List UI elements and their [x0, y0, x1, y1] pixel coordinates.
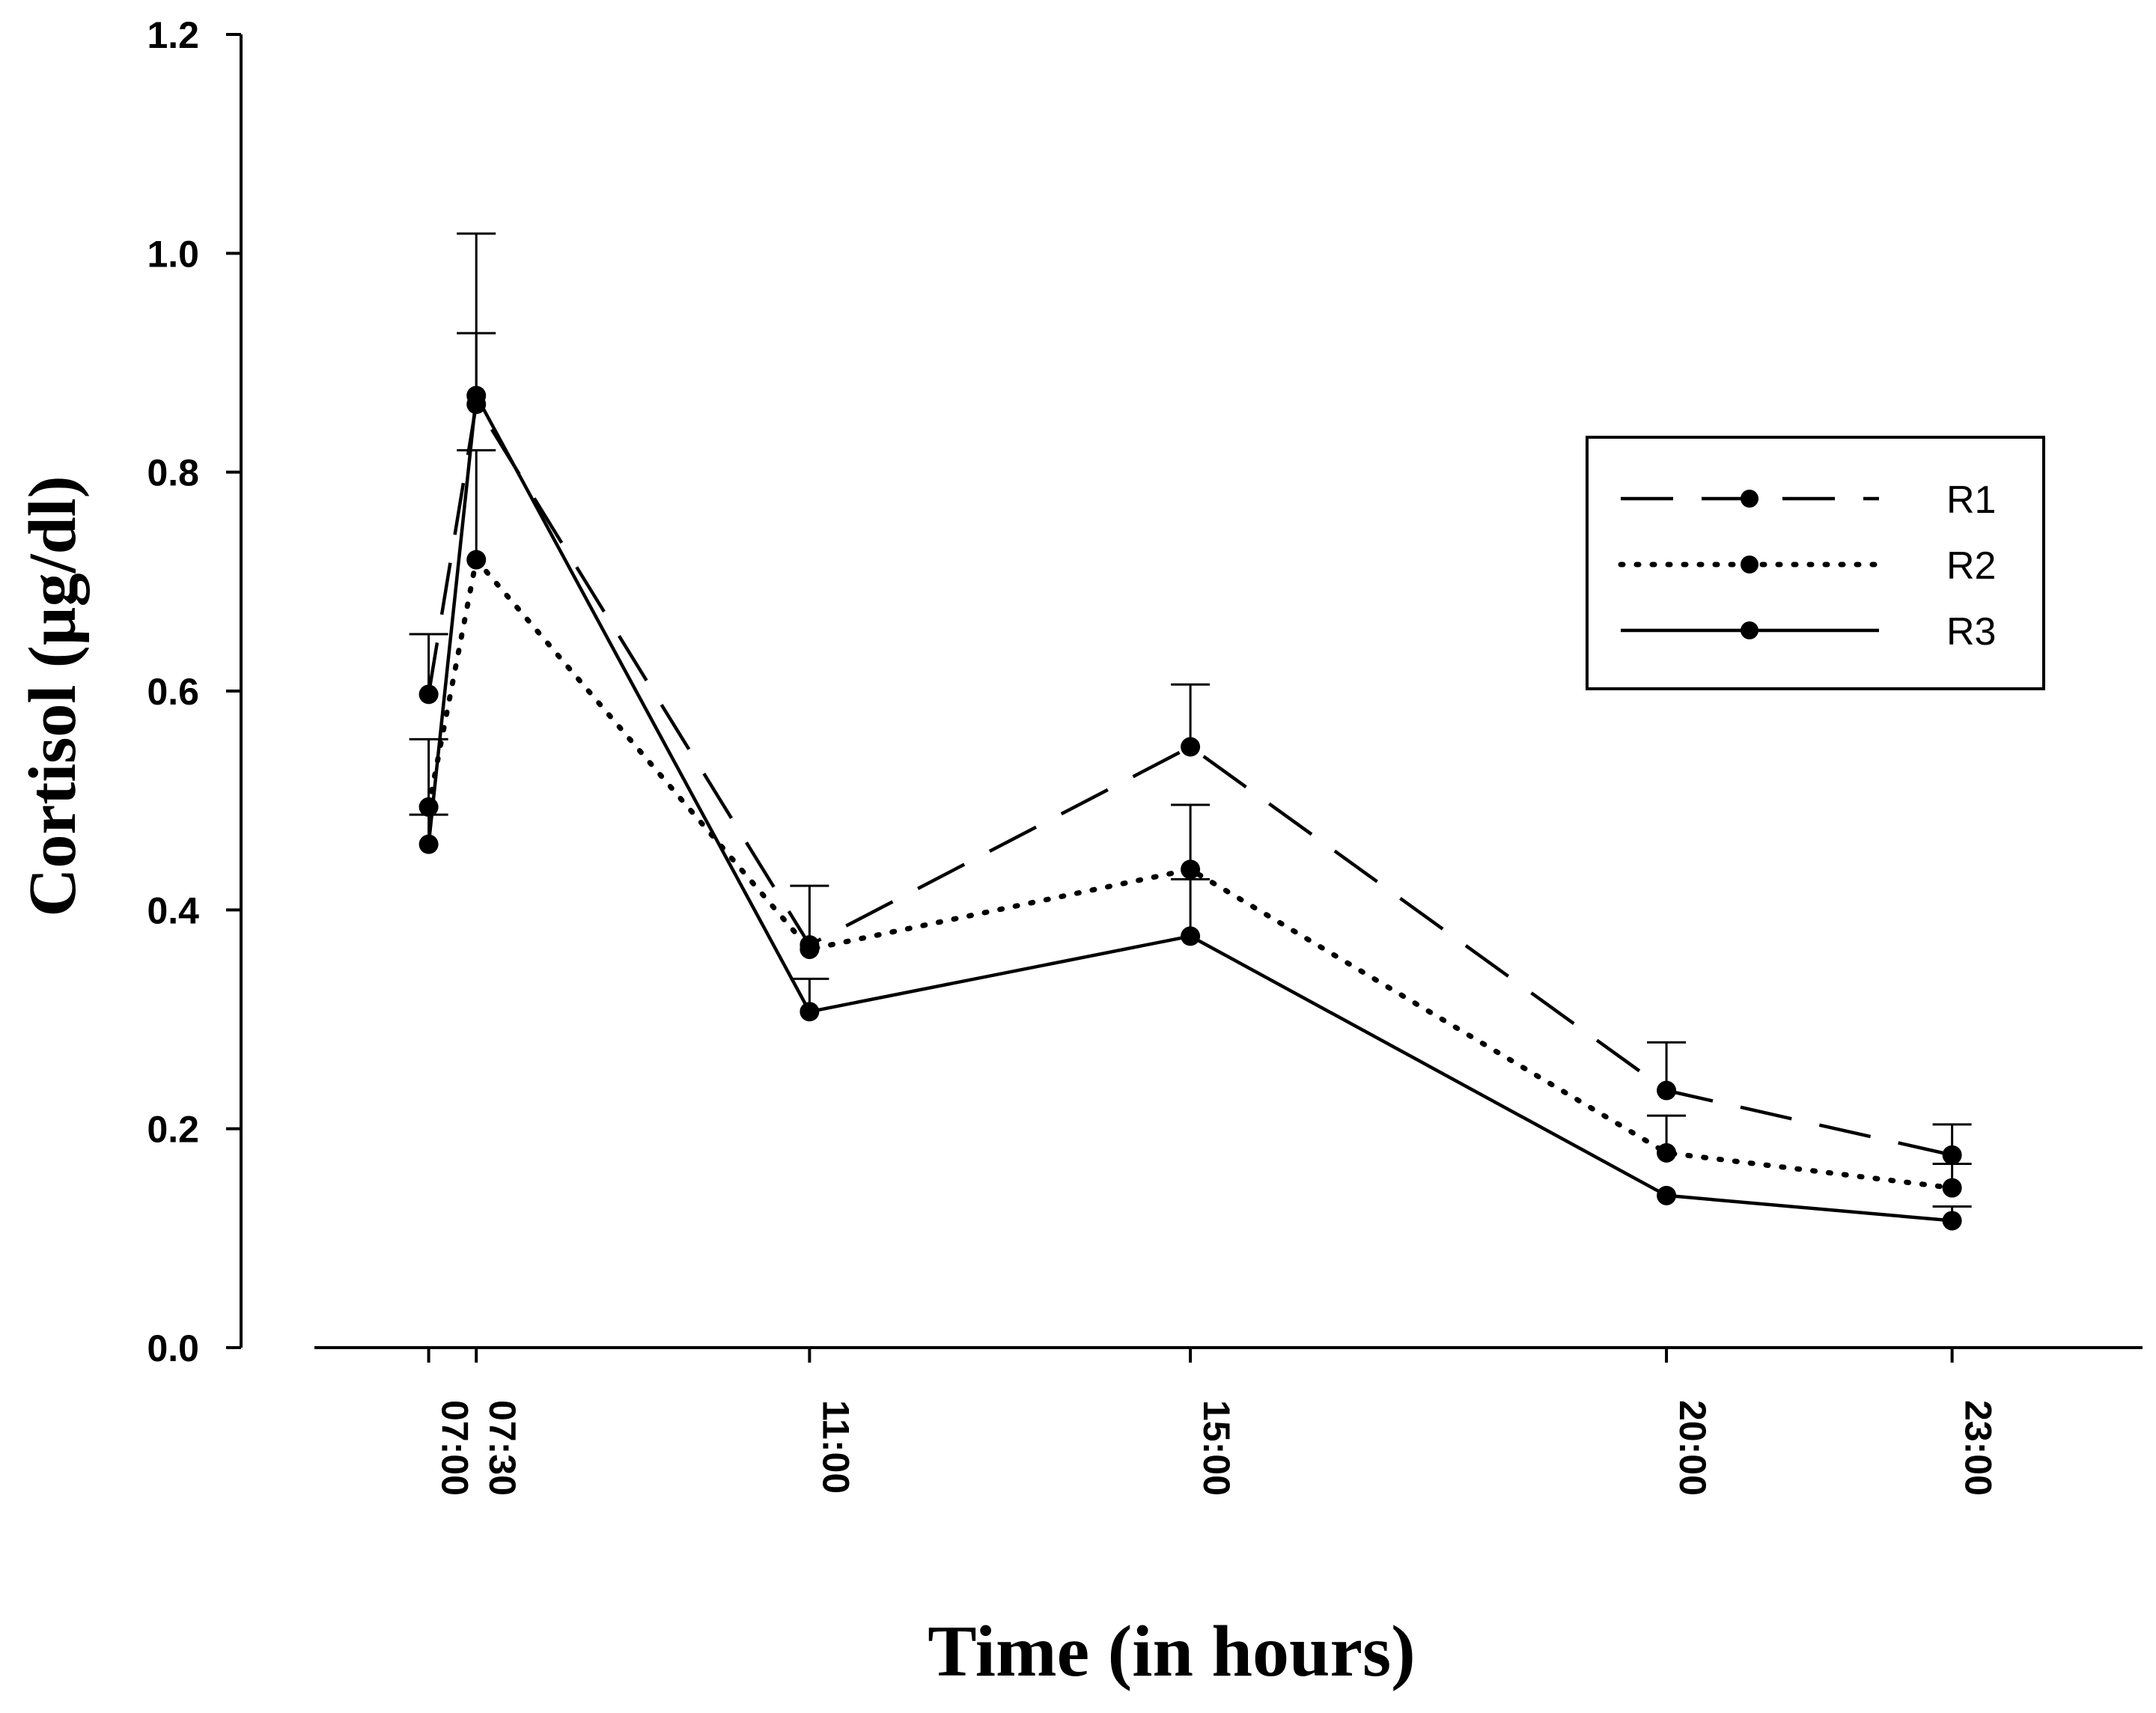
y-tick-label: 0.8 [147, 452, 199, 494]
y-tick-label: 0.4 [147, 889, 199, 931]
y-axis-ticks: 0.0 0.2 0.4 0.6 0.8 1.0 1.2 [147, 14, 241, 1369]
error-bars [409, 232, 1972, 1221]
y-tick-label: 0.2 [147, 1109, 199, 1151]
legend-frame [1586, 436, 2045, 690]
y-tick-label: 1.0 [147, 233, 199, 275]
data-point-r3 [418, 834, 439, 854]
legend-label-r2: R2 [1946, 544, 1996, 588]
data-point-r3 [466, 386, 487, 406]
legend-marker-r1 [1741, 490, 1758, 508]
legend-label-r3: R3 [1946, 610, 1996, 654]
y-tick-label: 0.0 [147, 1327, 199, 1369]
x-tick-label: 11:00 [814, 1400, 856, 1494]
legend-label-r1: R1 [1946, 478, 1996, 522]
data-point-r2 [1181, 859, 1201, 880]
x-tick-label: 07:30 [481, 1400, 523, 1496]
series-line-r3 [427, 394, 1952, 1223]
y-axis-title: Cortisol (µg/dl) [16, 475, 90, 916]
data-point-r2 [466, 550, 487, 570]
data-point-r1 [1181, 737, 1201, 757]
data-point-r2 [418, 797, 439, 817]
data-point-r3 [1942, 1211, 1962, 1231]
series-line-r1 [427, 402, 1953, 1157]
y-tick-label: 0.6 [147, 671, 199, 713]
data-point-r2 [1942, 1178, 1962, 1198]
x-tick-label: 15:00 [1196, 1400, 1237, 1496]
legend: R1 R2 R3 [1586, 436, 2045, 690]
x-axis-ticks: 07:00 07:30 11:00 15:00 20:00 23:00 [427, 1348, 2000, 1496]
x-tick-label: 07:00 [434, 1400, 476, 1496]
data-point-r1 [418, 684, 439, 705]
data-point-r3 [800, 1002, 820, 1022]
legend-marker-r3 [1741, 621, 1758, 639]
data-point-r1 [1657, 1080, 1677, 1101]
data-point-r3 [1657, 1185, 1677, 1205]
series-lines [426, 394, 1955, 1223]
legend-marker-r2 [1741, 556, 1758, 573]
x-tick-label: 23:00 [1958, 1400, 2000, 1496]
x-tick-label: 20:00 [1672, 1400, 1714, 1496]
data-point-r2 [800, 939, 820, 959]
series-line-r2 [426, 557, 1955, 1191]
series-markers [418, 386, 1962, 1231]
data-point-r1 [1942, 1145, 1962, 1165]
axes [240, 34, 2143, 1349]
y-tick-label: 1.2 [147, 14, 199, 56]
data-point-r3 [1181, 926, 1201, 946]
data-point-r2 [1657, 1142, 1677, 1163]
x-axis-title: Time (in hours) [928, 1611, 1416, 1692]
